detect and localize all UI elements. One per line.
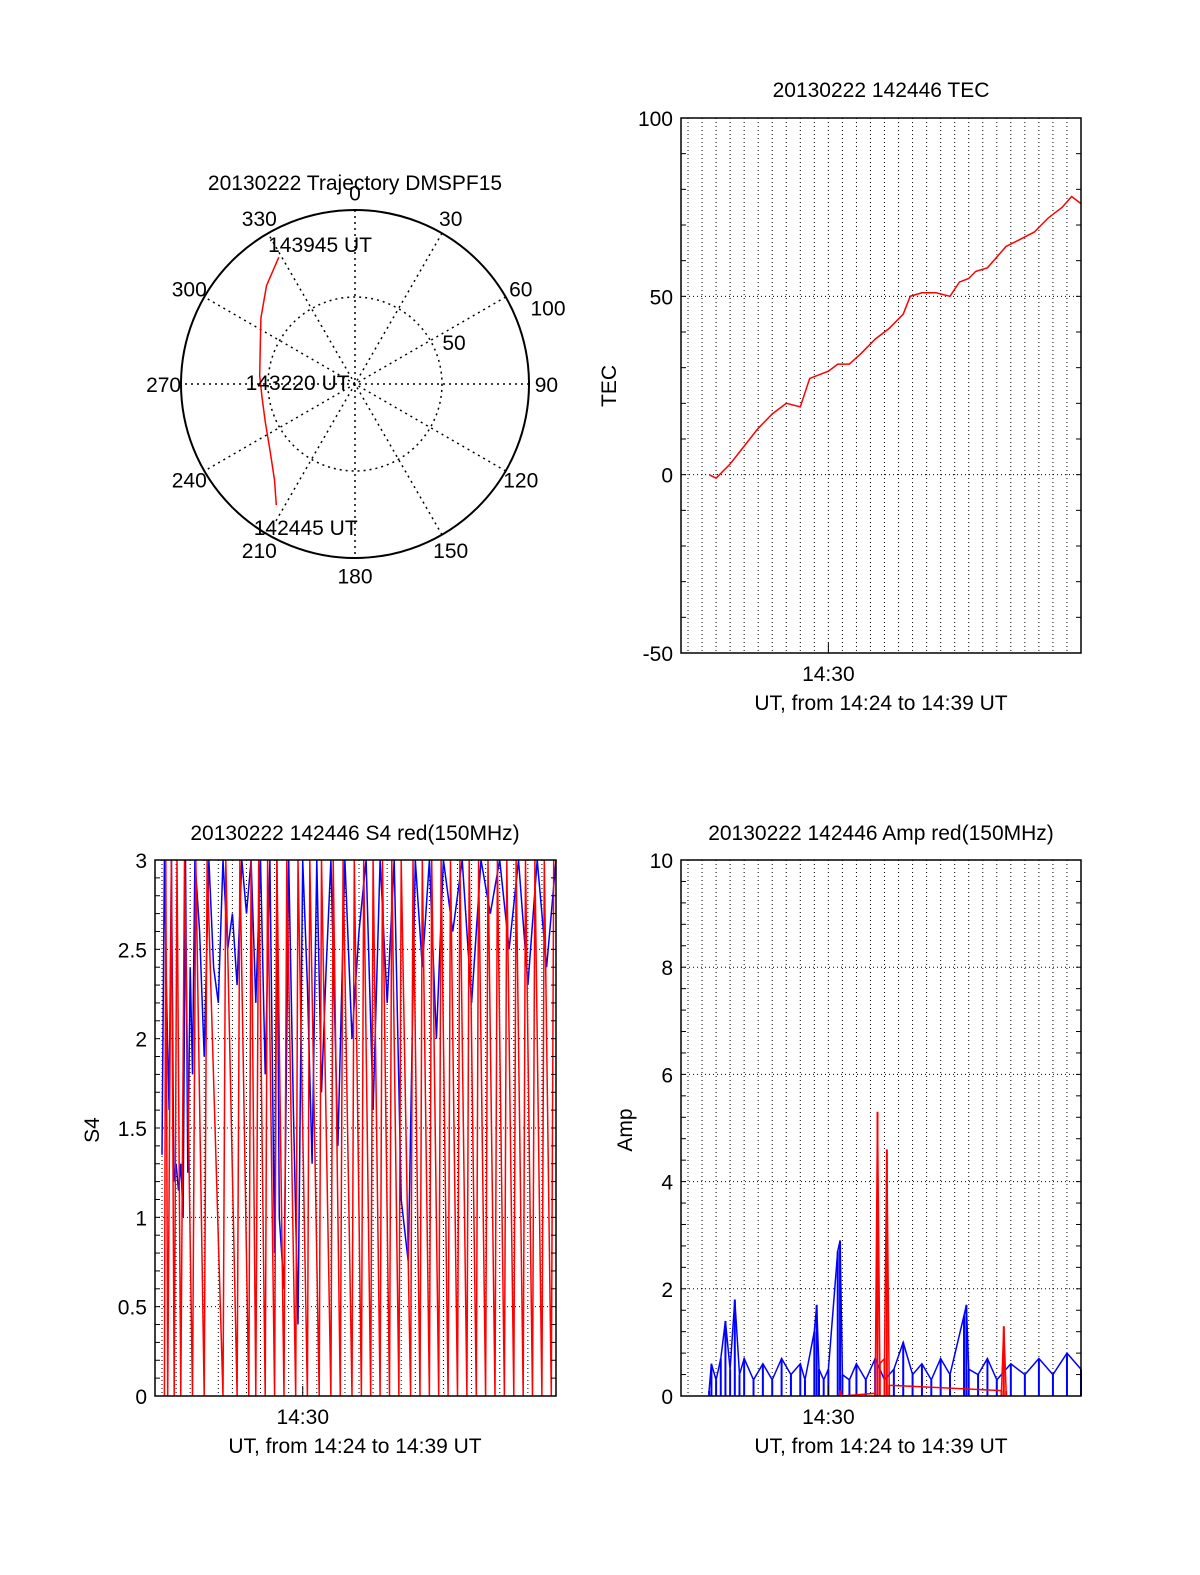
y-tick-label: 3 [135,850,147,873]
amp-axes: 0 2 4 6 8 10 14:30 [650,850,1082,1429]
tec-axes: -50 0 50 100 14:30 [638,108,1082,686]
trajectory-line [258,256,280,506]
polar-angle-label: 270 [146,374,181,397]
amp-series [708,1111,1082,1397]
polar-radial-label: 100 [531,298,566,321]
polar-radial-label: 50 [442,332,465,355]
y-tick-label: 1.5 [118,1118,147,1141]
polar-angle-label: 30 [439,208,462,231]
polar-angle-label: 210 [242,540,277,563]
s4-ylabel: S4 [81,1117,104,1143]
series-line [839,1111,1007,1397]
x-tick-label: 14:30 [802,663,855,686]
polar-angle-label: 120 [503,470,538,493]
tec-panel: 20130222 142446 TEC TEC UT, from 14:24 t… [598,79,1082,715]
plot-frame [680,117,1082,654]
plot-frame [680,859,1082,1397]
amp-title: 20130222 142446 Amp red(150MHz) [708,822,1054,845]
series-line [708,1240,1082,1391]
polar-angle-label: 300 [172,278,207,301]
polar-angle-label: 0 [349,183,361,206]
trajectory-panel: 20130222 Trajectory DMSPF15 0 30 60 90 120 15… [146,172,565,588]
tec-xlabel: UT, from 14:24 to 14:39 UT [754,692,1007,715]
y-tick-label: 4 [661,1172,673,1195]
y-tick-label: 0 [661,1386,673,1409]
polar-angle-label: 180 [337,565,372,588]
y-tick-label: 0 [135,1386,147,1409]
polar-angle-label: 330 [242,208,277,231]
trajectory-time-label: 142445 UT [254,517,358,540]
s4-title: 20130222 142446 S4 red(150MHz) [190,822,519,845]
amp-grid [681,860,1081,1396]
polar-angle-label: 90 [535,374,558,397]
trajectory-time-label: 143945 UT [268,234,372,257]
tec-title: 20130222 142446 TEC [773,79,990,102]
polar-angle-label: 240 [172,470,207,493]
s4-axes: 0 0.5 1 1.5 2 2.5 3 14:30 [118,850,557,1429]
polar-grid [180,209,530,559]
y-tick-label: 50 [650,286,673,309]
amp-xlabel: UT, from 14:24 to 14:39 UT [754,1435,1007,1458]
polar-spoke [267,232,443,536]
trajectory-title: 20130222 Trajectory DMSPF15 [208,172,502,195]
y-tick-label: -50 [643,643,673,666]
amp-panel: 20130222 142446 Amp red(150MHz) Amp UT, … [614,822,1082,1458]
polar-labels: 0 30 60 90 120 150 180 210 240 270 300 330 50 100 1439… [146,183,565,589]
polar-angle-label: 150 [433,540,468,563]
y-tick-label: 8 [661,957,673,980]
amp-ylabel: Amp [614,1108,637,1151]
y-tick-label: 100 [638,108,673,131]
y-tick-label: 0 [661,465,673,488]
trajectory-time-label: 143220 UT [246,372,350,395]
tec-series [708,195,1082,480]
y-tick-label: 1 [135,1207,147,1230]
series-line [708,195,1082,480]
x-tick-label: 14:30 [802,1406,855,1429]
s4-xlabel: UT, from 14:24 to 14:39 UT [228,1435,481,1458]
s4-panel: 20130222 142446 S4 red(150MHz) S4 UT, fr… [81,822,557,1458]
tec-ylabel: TEC [598,365,621,407]
trajectory-series [258,256,280,506]
polar-angle-label: 60 [509,278,532,301]
y-tick-label: 2.5 [118,939,147,962]
y-tick-label: 0.5 [118,1297,147,1320]
y-tick-label: 10 [650,850,673,873]
series-line [163,859,555,1397]
y-tick-label: 2 [661,1279,673,1302]
plot-frame [154,859,557,1397]
tec-grid [681,118,1081,653]
y-tick-label: 2 [135,1029,147,1052]
y-tick-label: 6 [661,1064,673,1087]
x-tick-label: 14:30 [276,1406,329,1429]
polar-inner-ring [267,296,443,472]
